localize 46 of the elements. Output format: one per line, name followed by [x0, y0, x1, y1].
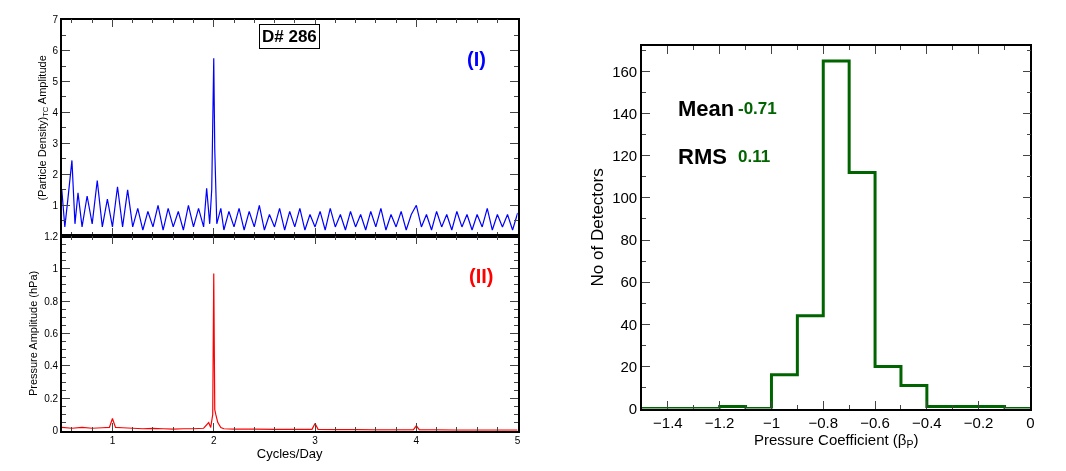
x-tick-label: 3	[312, 435, 319, 447]
y-tick-label: 6	[52, 45, 59, 57]
annotation: (II)	[469, 265, 494, 287]
y-tick-label: 60	[620, 273, 638, 291]
y-tick-label: 160	[612, 62, 638, 80]
y-tick-label: 80	[620, 231, 638, 249]
y-tick-label: 2	[52, 168, 59, 180]
annotation: D# 286	[262, 27, 317, 46]
x-tick-label: −1	[762, 414, 781, 432]
x-axis-title: Pressure Coefficient (β$_{P}$)	[753, 431, 919, 451]
y-tick-label: 7	[52, 14, 59, 26]
annotation: (I)	[467, 48, 486, 70]
x-tick-label: 5	[514, 435, 521, 447]
y-tick-label: 120	[612, 146, 638, 164]
annotation: RMS	[678, 144, 727, 169]
y-tick-label: 1.2	[44, 230, 59, 242]
y-tick-label: 5	[52, 76, 59, 88]
x-tick-label: 1	[109, 435, 116, 447]
y-tick-label: 3	[52, 137, 59, 149]
x-tick-label: −0.8	[808, 414, 839, 432]
y-tick-label: 0	[628, 399, 638, 417]
y-tick-label: 100	[612, 189, 638, 207]
y-axis-title: Pressure Amplitude (hPa)	[27, 270, 40, 397]
x-tick-label: −0.2	[963, 414, 994, 432]
x-tick-label: −1.4	[653, 414, 683, 432]
y-tick-label: 20	[620, 357, 638, 375]
x-tick-label: 0	[1026, 414, 1035, 432]
y-tick-label: 0.8	[44, 295, 59, 307]
annotation: Mean	[678, 96, 735, 121]
annotation: 0.11	[738, 147, 771, 166]
x-tick-label: 4	[413, 435, 420, 447]
y-tick-label: 4	[52, 106, 59, 118]
y-tick-label: 40	[620, 315, 638, 333]
x-tick-label: −1.2	[704, 414, 735, 432]
y-tick-label: 0.4	[44, 360, 59, 372]
y-tick-label: 1	[52, 199, 59, 211]
x-axis-title: Cycles/Day	[256, 446, 324, 462]
x-tick-label: −0.4	[912, 414, 942, 432]
y-tick-label: 0.2	[44, 392, 59, 404]
y-tick-label: 0.6	[44, 327, 59, 339]
y-axis-title: No of Detectors	[588, 168, 608, 287]
x-tick-label: 2	[210, 435, 217, 447]
y-tick-label: 140	[612, 104, 638, 122]
x-tick-label: −0.6	[860, 414, 890, 432]
annotation: -0.71	[738, 99, 777, 118]
y-tick-label: 1	[52, 263, 59, 275]
